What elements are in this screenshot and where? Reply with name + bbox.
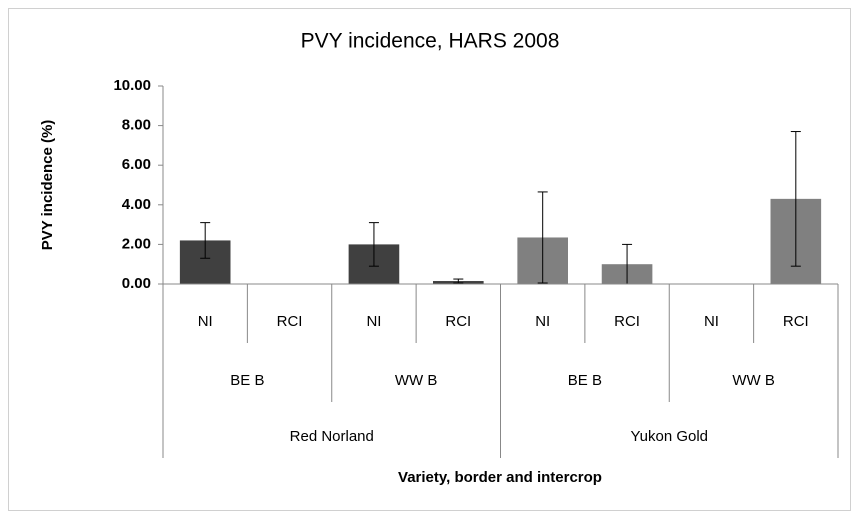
- error-bar: [200, 222, 211, 259]
- y-tick-label: 4.00: [122, 196, 151, 213]
- error-bar: [368, 222, 379, 267]
- y-axis-title: PVY incidence (%): [39, 120, 56, 251]
- group-label: WW B: [395, 372, 438, 389]
- y-tick-label: 2.00: [122, 235, 151, 252]
- top-group-label: Yukon Gold: [630, 428, 708, 445]
- error-bar: [790, 131, 801, 267]
- x-tick-label: RCI: [445, 313, 471, 330]
- x-tick-label: RCI: [614, 313, 640, 330]
- y-tick-label: 6.00: [122, 156, 151, 173]
- y-tick-label: 8.00: [122, 117, 151, 134]
- error-bar: [537, 191, 548, 284]
- chart-title: PVY incidence, HARS 2008: [301, 30, 560, 53]
- x-axis-title: Variety, border and intercrop: [398, 469, 602, 486]
- x-tick-label: NI: [366, 313, 381, 330]
- x-tick-label: RCI: [277, 313, 303, 330]
- chart-frame: [8, 8, 851, 511]
- x-tick-label: NI: [198, 313, 213, 330]
- group-label: BE B: [568, 372, 602, 389]
- y-tick-label: 10.00: [113, 77, 151, 94]
- x-tick-label: NI: [535, 313, 550, 330]
- x-tick-label: RCI: [783, 313, 809, 330]
- top-group-label: Red Norland: [290, 428, 374, 445]
- y-tick-label: 0.00: [122, 275, 151, 292]
- x-tick-label: NI: [704, 313, 719, 330]
- group-label: BE B: [230, 372, 264, 389]
- error-bar: [453, 278, 464, 284]
- group-label: WW B: [732, 372, 775, 389]
